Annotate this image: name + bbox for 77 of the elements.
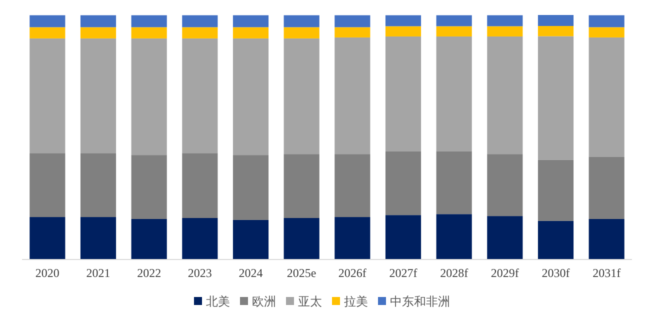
bar (487, 36, 523, 154)
bar (232, 38, 269, 156)
bar (436, 151, 472, 214)
bar (80, 153, 116, 218)
bar (538, 220, 574, 259)
x-tick-label: 2027f (389, 266, 418, 280)
bar (436, 36, 472, 152)
legend-label: 中东和非洲 (390, 294, 450, 308)
legend-label: 北美 (206, 294, 230, 308)
bar (385, 15, 422, 26)
bar (232, 27, 269, 38)
bar (182, 38, 218, 154)
bar (385, 215, 422, 259)
bar (284, 154, 320, 218)
bar (334, 217, 370, 259)
bar (232, 220, 269, 259)
bar (131, 38, 167, 156)
x-tick-label: 2030f (542, 266, 570, 280)
bar (538, 15, 574, 26)
bar (131, 27, 167, 38)
bar (588, 37, 624, 158)
bar (538, 160, 574, 221)
bar (487, 154, 523, 216)
bar (385, 151, 422, 216)
bar (487, 216, 523, 259)
bar (80, 15, 116, 28)
bar (436, 26, 472, 36)
bar (80, 217, 116, 259)
bar (30, 38, 66, 154)
bar (487, 26, 523, 36)
bar (182, 153, 218, 218)
bar (334, 15, 370, 28)
bar (538, 36, 574, 160)
bar (232, 15, 269, 28)
x-tick-label: 2024 (238, 266, 263, 280)
bar (30, 15, 66, 28)
bar (588, 15, 624, 28)
bar (30, 153, 66, 218)
x-tick-label: 2031f (592, 266, 621, 280)
x-tick-label: 2022 (137, 266, 162, 280)
x-tick-label: 2026f (338, 266, 366, 280)
bar (334, 154, 370, 218)
x-tick-label: 2029f (490, 266, 519, 280)
x-tick-label: 2028f (440, 266, 468, 280)
legend-label: 拉美 (344, 294, 368, 308)
x-tick-label: 2023 (188, 266, 212, 280)
bar (182, 27, 218, 38)
bar (182, 218, 218, 259)
bar (30, 217, 66, 259)
bar (334, 37, 370, 154)
bar (131, 155, 167, 219)
bar (284, 38, 320, 154)
bar (284, 27, 320, 38)
x-tick-label: 2021 (86, 266, 110, 280)
bar (131, 218, 167, 259)
bar (487, 15, 523, 26)
bar (232, 155, 269, 220)
bar (588, 27, 624, 38)
bar (131, 15, 167, 28)
bar (436, 15, 472, 26)
bar (588, 157, 624, 219)
x-tick-label: 2020 (35, 266, 60, 280)
legend-label: 亚太 (298, 294, 322, 308)
bar (334, 27, 370, 38)
bar (30, 27, 66, 38)
bar (284, 218, 320, 259)
bar (436, 214, 472, 259)
bar (80, 38, 116, 154)
bar (588, 218, 624, 259)
legend-label: 欧洲 (252, 294, 276, 308)
bar (538, 26, 574, 36)
bar (385, 26, 422, 36)
bar (80, 27, 116, 38)
bar (385, 36, 422, 152)
bar (182, 15, 218, 28)
bar (284, 15, 320, 28)
x-tick-label: 2025e (286, 266, 316, 280)
